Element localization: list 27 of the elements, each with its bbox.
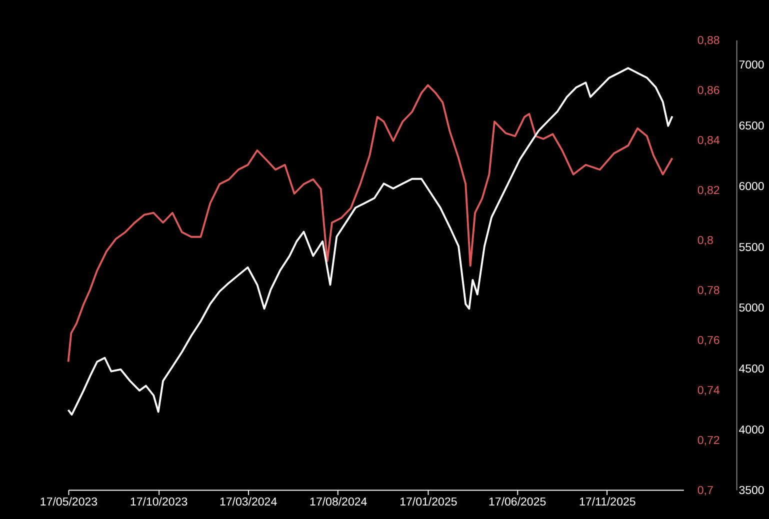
y-tick-label: 0,86 xyxy=(697,85,720,98)
y2-tick-label: 7000 xyxy=(738,60,764,72)
y2-tick-label: 6000 xyxy=(738,181,764,194)
x-tick-label: 17/05/2023 xyxy=(40,496,98,509)
line-series xyxy=(67,84,674,363)
x-tick-label: 17/10/2023 xyxy=(130,496,188,509)
y-tick-label: 0,7 xyxy=(697,485,714,498)
y2-tick-label: 5000 xyxy=(738,302,764,315)
y-tick-label: 0,88 xyxy=(697,35,720,48)
y2-tick-label: 6500 xyxy=(738,120,764,132)
line-series xyxy=(67,67,674,416)
y-tick-label: 0,74 xyxy=(697,385,720,398)
y2-tick-label: 3500 xyxy=(738,485,764,498)
y-tick-label: 0,84 xyxy=(697,135,720,148)
y2-tick-label: 5500 xyxy=(738,242,764,254)
y2-tick-label: 4000 xyxy=(738,424,764,436)
y-tick-label: 0,8 xyxy=(697,235,714,248)
x-tick-label: 17/01/2025 xyxy=(400,496,458,509)
y-tick-label: 0,72 xyxy=(697,435,720,448)
y-tick-label: 0,76 xyxy=(697,335,720,348)
x-tick-label: 17/06/2025 xyxy=(488,496,546,509)
x-tick-label: 17/08/2024 xyxy=(310,496,368,509)
y2-tick-label: 4500 xyxy=(738,364,764,376)
y-tick-label: 0,78 xyxy=(697,285,720,298)
y-tick-label: 0,82 xyxy=(697,185,720,198)
x-tick-label: 17/11/2025 xyxy=(579,496,636,509)
x-tick-label: 17/03/2024 xyxy=(219,496,278,509)
